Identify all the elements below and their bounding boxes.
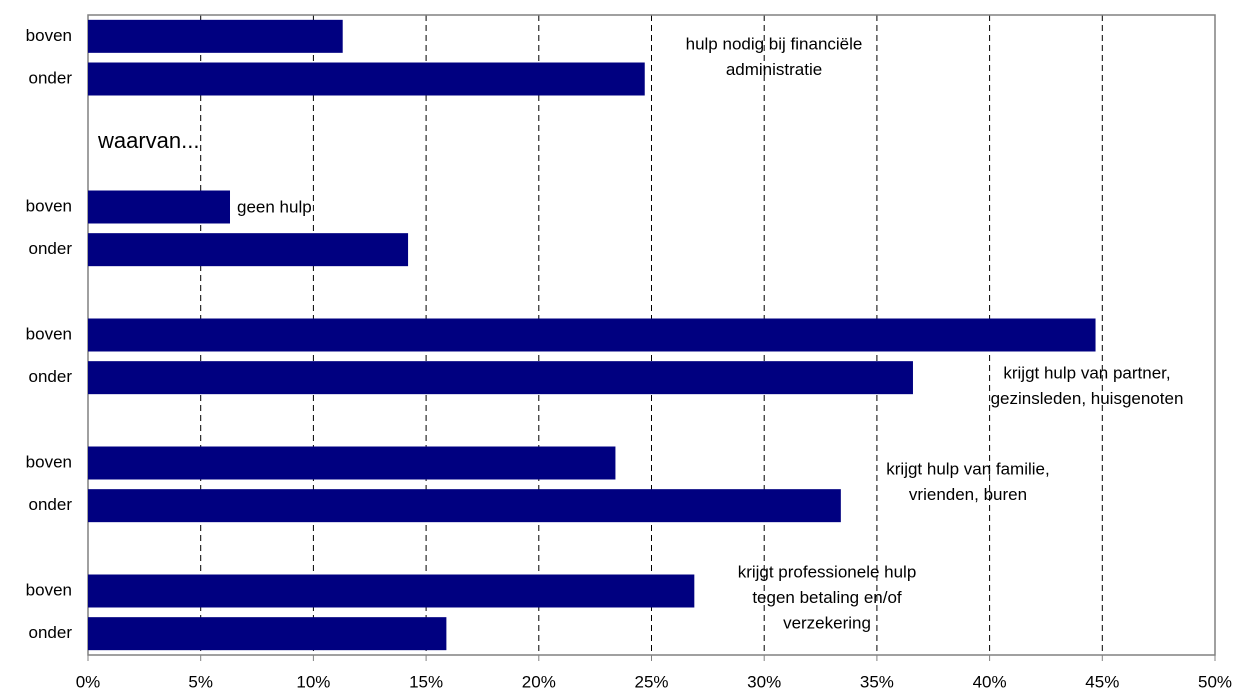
annotation: waarvan... — [97, 128, 200, 153]
annotation: geen hulp — [237, 197, 312, 216]
bar — [88, 19, 343, 53]
annotation: krijgt hulp van partner, — [1003, 363, 1170, 382]
annotation: tegen betaling en/of — [752, 588, 902, 607]
bar — [88, 361, 913, 395]
bar — [88, 489, 841, 523]
bar — [88, 574, 695, 608]
bar — [88, 446, 616, 480]
y-tick-label: onder — [29, 68, 73, 87]
y-tick-label: onder — [29, 367, 73, 386]
x-tick-label: 5% — [188, 672, 213, 689]
annotation: verzekering — [783, 613, 871, 632]
x-tick-label: 10% — [296, 672, 330, 689]
annotation: administratie — [726, 60, 822, 79]
x-tick-label: 30% — [747, 672, 781, 689]
annotation: krijgt hulp van familie, — [886, 459, 1049, 478]
bar — [88, 617, 447, 651]
annotation: vrienden, buren — [909, 485, 1027, 504]
x-tick-label: 35% — [860, 672, 894, 689]
x-tick-label: 15% — [409, 672, 443, 689]
y-tick-label: boven — [26, 26, 72, 45]
bar — [88, 233, 409, 267]
bar — [88, 62, 645, 96]
annotation: krijgt professionele hulp — [738, 562, 917, 581]
y-tick-label: onder — [29, 495, 73, 514]
x-tick-label: 20% — [522, 672, 556, 689]
y-tick-label: boven — [26, 580, 72, 599]
y-tick-label: onder — [29, 623, 73, 642]
annotation: hulp nodig bij financiële — [686, 34, 863, 53]
annotation: gezinsleden, huisgenoten — [991, 389, 1184, 408]
y-tick-label: boven — [26, 324, 72, 343]
y-tick-label: boven — [26, 196, 72, 215]
x-tick-label: 25% — [634, 672, 668, 689]
x-tick-label: 0% — [76, 672, 101, 689]
x-tick-label: 45% — [1085, 672, 1119, 689]
bar — [88, 190, 231, 224]
y-tick-label: boven — [26, 452, 72, 471]
x-tick-label: 40% — [973, 672, 1007, 689]
y-tick-label: onder — [29, 239, 73, 258]
x-tick-label: 50% — [1198, 672, 1232, 689]
bar — [88, 318, 1096, 352]
